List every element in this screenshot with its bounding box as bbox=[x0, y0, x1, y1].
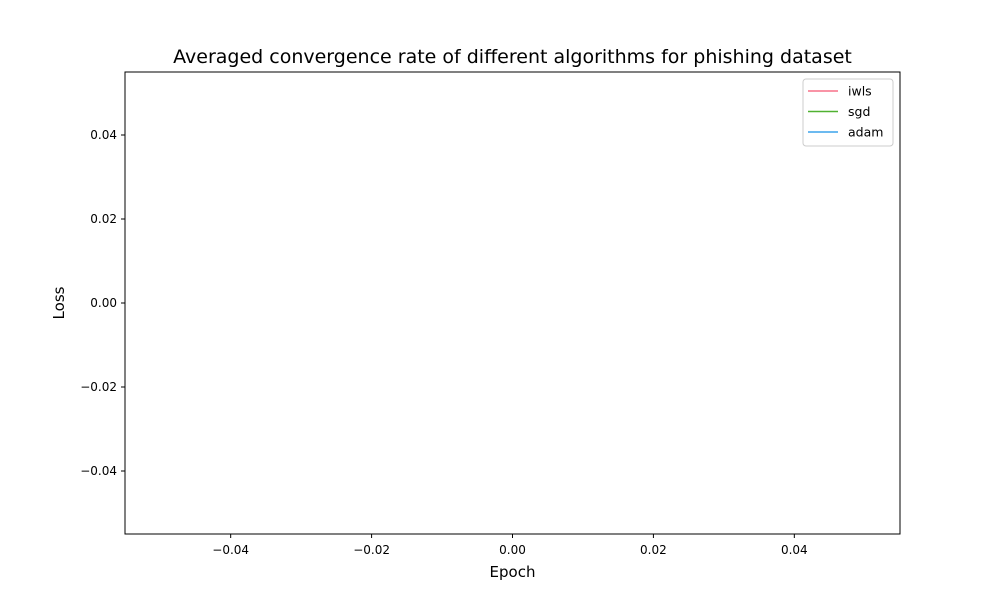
legend-label-sgd: sgd bbox=[848, 104, 870, 119]
x-tick-label: 0.02 bbox=[640, 543, 667, 557]
y-tick-label: −0.04 bbox=[80, 464, 117, 478]
y-tick-label: 0.00 bbox=[90, 296, 117, 310]
y-tick-label: −0.02 bbox=[80, 380, 117, 394]
legend-label-adam: adam bbox=[848, 125, 883, 140]
y-tick-label: 0.02 bbox=[90, 212, 117, 226]
plot-area bbox=[124, 71, 901, 535]
x-tick-label: 0.00 bbox=[499, 543, 526, 557]
x-axis-label: Epoch bbox=[490, 563, 536, 581]
x-tick-label: 0.04 bbox=[781, 543, 808, 557]
x-axis: −0.04 −0.02 0.00 0.02 0.04 bbox=[212, 534, 808, 557]
y-axis: 0.04 0.02 0.00 −0.02 −0.04 bbox=[80, 128, 125, 478]
y-tick-label: 0.04 bbox=[90, 128, 117, 142]
y-axis-label: Loss bbox=[50, 286, 68, 319]
legend: iwls sgd adam bbox=[802, 78, 894, 147]
x-tick-label: −0.04 bbox=[212, 543, 249, 557]
x-tick-label: −0.02 bbox=[353, 543, 390, 557]
legend-frame bbox=[802, 78, 894, 147]
legend-label-iwls: iwls bbox=[848, 84, 872, 99]
chart-title: Averaged convergence rate of different a… bbox=[173, 46, 852, 68]
